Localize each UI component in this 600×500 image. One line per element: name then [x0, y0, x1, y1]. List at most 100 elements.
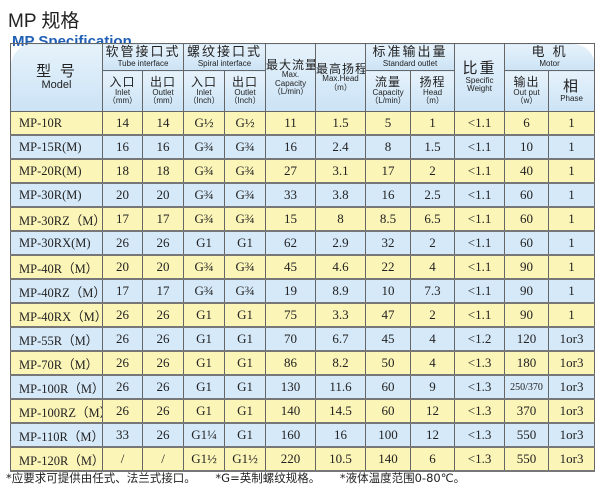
table-cell: 1or3	[548, 398, 596, 424]
table-cell: 160	[265, 422, 317, 448]
table-cell: 26	[141, 302, 185, 328]
table-row: MP-20R(M) 18 18 G¾ G¾ 27 3.1 17 2 <1.1 40 1	[10, 158, 596, 184]
table-cell: 22	[365, 254, 412, 280]
model-cell: MP-40RX（M）	[10, 302, 103, 328]
table-cell: 16	[315, 422, 367, 448]
table-cell: 62	[265, 230, 317, 256]
note-temperature: *液体温度范围0-80℃。	[339, 471, 466, 485]
table-row: MP-70R（M） 26 26 G1 G1 86 8.2 50 4 <1.3 180 1or3	[10, 350, 596, 376]
table-row: MP-55R（M） 26 26 G1 G1 70 6.7 45 4 <1.2 120 1or3	[10, 326, 596, 352]
header-spiral-outlet: 出口 Outlet （Inch）	[224, 70, 267, 112]
header-spiral: 螺纹接口式 Spiral interface	[183, 43, 267, 71]
table-cell: 8.2	[315, 350, 367, 376]
table-cell: 12	[410, 398, 456, 424]
table-cell: 6.7	[315, 326, 367, 352]
table-cell: 6.5	[410, 206, 456, 232]
table-cell: 3.8	[315, 182, 367, 208]
table-cell: 90	[504, 254, 550, 280]
model-cell: MP-120R（M）	[10, 446, 103, 472]
table-cell: 4	[410, 326, 456, 352]
table-cell: 1	[548, 278, 596, 304]
model-cell: MP-30RZ（M）	[10, 206, 103, 232]
table-cell: 1	[548, 134, 596, 160]
table-cell: 14	[102, 111, 143, 136]
table-cell: 1	[548, 230, 596, 256]
table-cell: <1.3	[454, 350, 506, 376]
note-interface: *应要求可提供由任式、法兰式接口。	[6, 471, 196, 485]
table-row: MP-40RX（M） 26 26 G1 G1 75 3.3 47 2 <1.1 90 1	[10, 302, 596, 328]
table-cell: 1or3	[548, 374, 596, 400]
table-cell: 8.9	[315, 278, 367, 304]
table-cell: G¾	[183, 254, 226, 280]
table-body: MP-10R 14 14 G½ G½ 11 1.5 5 1 <1.1 6 1 MP-15R(M) 16 16…	[10, 111, 596, 472]
model-cell: MP-30RX(M)	[10, 230, 103, 256]
table-cell: 3.3	[315, 302, 367, 328]
table-cell: 17	[102, 206, 143, 232]
table-cell: 26	[102, 398, 143, 424]
table-cell: 2	[410, 230, 456, 256]
table-cell: G¾	[224, 182, 267, 208]
table-cell: 4	[410, 254, 456, 280]
table-cell: 1or3	[548, 350, 596, 376]
table-cell: 1or3	[548, 422, 596, 448]
table-cell: G½	[224, 111, 267, 136]
table-cell: <1.1	[454, 254, 506, 280]
header-max-capacity: 最大流量 Max. Capacity （L/min）	[265, 43, 317, 112]
table-cell: G1	[183, 326, 226, 352]
table-cell: G¾	[183, 182, 226, 208]
table-cell: 4.6	[315, 254, 367, 280]
header-tube-outlet: 出口 Outlet （mm）	[141, 70, 185, 112]
table-cell: G1	[224, 230, 267, 256]
table-cell: 60	[365, 398, 412, 424]
table-cell: 6	[410, 446, 456, 472]
table-cell: 250/370	[504, 374, 550, 400]
table-cell: 90	[504, 302, 550, 328]
table-cell: <1.1	[454, 134, 506, 160]
table-cell: 26	[102, 230, 143, 256]
model-cell: MP-15R(M)	[10, 134, 103, 160]
table-row: MP-120R（M） / / G1½ G1½ 220 10.5 140 6 <1.3 550 1or3	[10, 446, 596, 472]
table-cell: G1	[183, 302, 226, 328]
table-cell: /	[141, 446, 185, 472]
table-cell: 45	[365, 326, 412, 352]
table-cell: 60	[504, 206, 550, 232]
table-row: MP-100RZ（M）2626G1G114014.56012<1.33701or…	[10, 398, 596, 424]
table-cell: 1.5	[315, 111, 367, 136]
model-cell: MP-55R（M）	[10, 326, 103, 352]
table-cell: 2	[410, 302, 456, 328]
header-motor-output: 输出 Out put （w）	[504, 70, 550, 112]
table-cell: G¾	[224, 158, 267, 184]
table-cell: 140	[265, 398, 317, 424]
table-cell: G¾	[183, 206, 226, 232]
table-cell: 26	[141, 398, 185, 424]
table-cell: 370	[504, 398, 550, 424]
table-cell: 27	[265, 158, 317, 184]
table-cell: <1.1	[454, 278, 506, 304]
table-cell: 17	[141, 206, 185, 232]
header-tube: 软管接口式 Tube interface	[101, 43, 185, 71]
table-cell: 10	[365, 278, 412, 304]
table-row: MP-110R（M） 33 26 G1¼ G1 160 16 100 12 <1.3 550 1or3	[10, 422, 596, 448]
table-cell: G1	[224, 374, 267, 400]
table-cell: 550	[504, 422, 550, 448]
table-cell: 12	[410, 422, 456, 448]
model-cell: MP-70R（M）	[10, 350, 103, 376]
header-tube-inlet: 入口 Inlet （mm）	[102, 70, 143, 112]
table-cell: 2.4	[315, 134, 367, 160]
table-cell: 45	[265, 254, 317, 280]
table-cell: 60	[365, 374, 412, 400]
table-cell: 14.5	[315, 398, 367, 424]
model-cell: MP-100RZ（M）	[10, 398, 103, 424]
table-cell: 40	[504, 158, 550, 184]
header-weight: 比重 Specific Weight	[454, 43, 506, 112]
table-cell: 1	[548, 206, 596, 232]
table-cell: 3.1	[315, 158, 367, 184]
table-cell: G1	[183, 350, 226, 376]
table-cell: 7.3	[410, 278, 456, 304]
table-cell: 16	[141, 134, 185, 160]
model-cell: MP-100R（M）	[10, 374, 103, 400]
table-cell: 26	[102, 326, 143, 352]
table-cell: 20	[141, 254, 185, 280]
table-cell: <1.1	[454, 111, 506, 136]
table-cell: 33	[265, 182, 317, 208]
